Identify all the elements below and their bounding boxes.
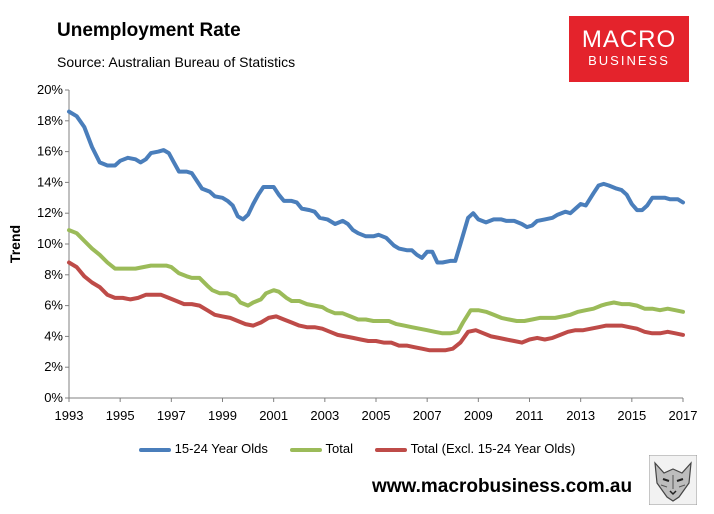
x-tick-label: 1999	[208, 408, 237, 423]
y-tick-label: 14%	[37, 174, 63, 189]
x-tick-label: 2017	[669, 408, 698, 423]
x-tick-label: 2015	[617, 408, 646, 423]
y-tick-label: 2%	[44, 359, 63, 374]
legend-item-total: Total	[289, 441, 353, 457]
macrobusiness-logo: MACRO BUSINESS	[569, 16, 689, 82]
x-tick-label: 2009	[464, 408, 493, 423]
x-tick-label: 1993	[55, 408, 84, 423]
y-tick-label: 8%	[44, 267, 63, 282]
logo-line-1: MACRO	[581, 26, 677, 53]
y-axis-label: Trend	[7, 225, 23, 263]
legend-item-youth: 15-24 Year Olds	[138, 441, 268, 457]
y-tick-label: 18%	[37, 113, 63, 128]
y-tick-label: 16%	[37, 144, 63, 159]
legend-swatch-total-excl	[374, 447, 407, 452]
x-tick-label: 2005	[362, 408, 391, 423]
series-group	[67, 109, 685, 353]
legend-label-total: Total	[325, 441, 353, 457]
x-tick-label: 2011	[516, 408, 544, 423]
legend: 15-24 Year Olds Total Total (Excl. 15-24…	[0, 440, 714, 456]
y-tick-label: 6%	[44, 298, 63, 313]
y-ticks: 0% 2% 4% 6% 8% 10% 12% 14% 16% 18% 20%	[37, 82, 69, 405]
x-tick-label: 2007	[413, 408, 442, 423]
x-tick-label: 1997	[157, 408, 186, 423]
series-line-15-24	[67, 109, 685, 265]
legend-label-youth: 15-24 Year Olds	[174, 441, 268, 457]
y-tick-label: 10%	[37, 236, 63, 251]
y-tick-label: 4%	[44, 328, 63, 343]
x-tick-label: 1995	[106, 408, 135, 423]
y-tick-label: 20%	[37, 82, 63, 97]
legend-item-total-excl: Total (Excl. 15-24 Year Olds)	[374, 441, 576, 457]
website-url: www.macrobusiness.com.au	[372, 476, 633, 497]
legend-label-total-excl: Total (Excl. 15-24 Year Olds)	[410, 441, 576, 457]
series-line-total-excl	[67, 260, 685, 353]
legend-swatch-total	[289, 447, 322, 452]
x-ticks: 1993 1995 1997 1999 2001 2003 2005 2007 2009 2011…	[55, 398, 698, 423]
x-tick-label: 2003	[310, 408, 339, 423]
series-line-total	[67, 228, 685, 336]
y-tick-label: 0%	[44, 390, 63, 405]
y-tick-label: 12%	[37, 205, 63, 220]
x-tick-label: 2013	[566, 408, 595, 423]
chart-title: Unemployment Rate	[57, 20, 241, 41]
line-chart: 0%2%4%6%8%10%12%14%16%18%20% 1993 1995 199…	[7, 82, 698, 423]
wolf-icon	[649, 455, 697, 505]
plot-area	[69, 90, 683, 398]
chart-source: Source: Australian Bureau of Statistics	[57, 54, 296, 70]
logo-line-2: BUSINESS	[588, 53, 670, 68]
legend-swatch-youth	[138, 447, 171, 452]
x-tick-label: 2001	[259, 408, 288, 423]
